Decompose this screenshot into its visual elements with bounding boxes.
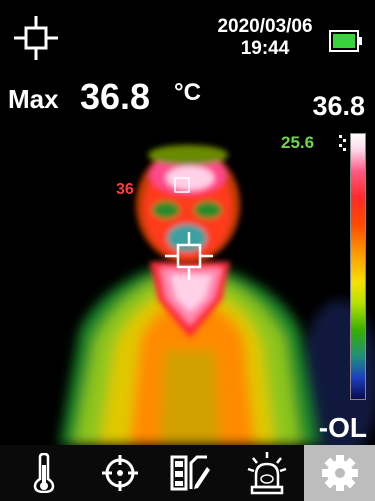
scale-marker-icon [339,135,346,151]
center-crosshair [165,232,213,280]
datetime: 2020/03/06 19:44 [205,16,325,60]
bottom-toolbar [0,445,375,501]
alarm-icon [247,452,287,495]
scale-max-value: 36.8 [312,91,365,121]
palette-edit-button[interactable] [166,445,214,501]
max-label: Max [8,84,59,114]
crosshair-icon [14,16,58,60]
temperature-unit: °C [174,79,201,106]
thermometer-icon [33,453,55,493]
settings-button[interactable] [304,445,375,501]
scale-min-value: -OL [318,412,367,443]
max-temperature: 36.8 [80,76,151,117]
thermometer-button[interactable] [27,445,61,501]
date-text: 2020/03/06 [217,16,313,37]
battery-icon [329,30,362,52]
gear-icon [321,455,358,491]
thermal-image [60,145,375,445]
color-scale-bar [350,133,366,400]
alarm-button[interactable] [243,445,291,501]
scale-current-value: 25.6 [281,133,315,152]
target-icon [102,455,138,491]
hotspot-temperature-label: 36 [116,181,134,198]
time-text: 19:44 [240,38,290,59]
palette-edit-icon [170,455,210,491]
hotspot-marker [174,177,190,193]
target-button[interactable] [97,445,143,501]
